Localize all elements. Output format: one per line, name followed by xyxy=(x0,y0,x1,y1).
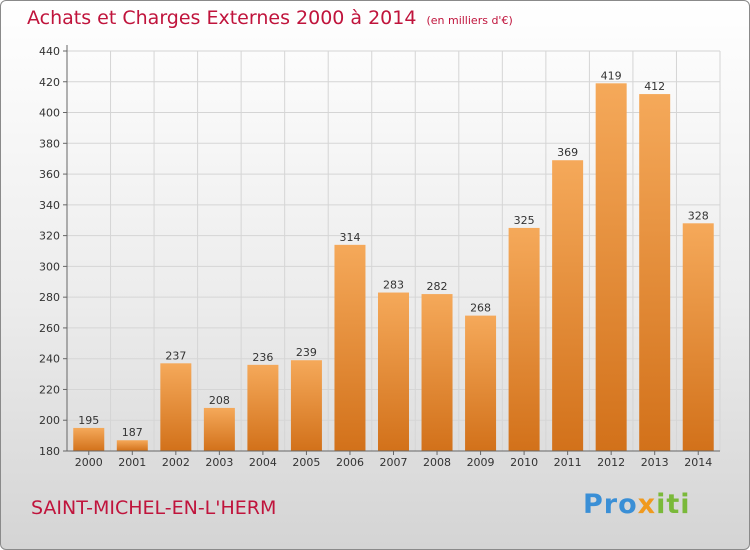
x-tick-label-2011: 2011 xyxy=(554,456,582,469)
x-tick-label-2007: 2007 xyxy=(380,456,408,469)
data-label-2009: 268 xyxy=(470,302,491,315)
bar-2007 xyxy=(378,292,409,451)
bar-2009 xyxy=(465,315,497,451)
x-tick-label-2008: 2008 xyxy=(423,456,451,469)
bar-2001 xyxy=(116,440,148,451)
labels: 195 2000 187 2001 237 2002 208 2003 236 2004 239 20… xyxy=(75,69,712,469)
y-tick-label: 280 xyxy=(39,291,60,304)
x-tick-label-2005: 2005 xyxy=(292,456,320,469)
data-label-2011: 369 xyxy=(557,146,578,159)
bar-2011 xyxy=(552,160,584,451)
y-tick-label: 180 xyxy=(39,445,60,458)
x-tick-label-2006: 2006 xyxy=(336,456,364,469)
x-tick-label-2014: 2014 xyxy=(684,456,712,469)
bar-2008 xyxy=(421,294,453,451)
x-tick-label-2004: 2004 xyxy=(249,456,277,469)
location-name: SAINT-MICHEL-EN-L'HERM xyxy=(31,497,277,519)
bar-2003 xyxy=(203,407,235,451)
y-tick-label: 380 xyxy=(39,137,60,150)
bar-2012 xyxy=(595,83,627,452)
bar-chart: 180 200 220 240 260 280 300 320 340 360 380 400 420 4… xyxy=(39,45,721,469)
data-label-2006: 314 xyxy=(339,231,360,244)
chart-title-main: Achats et Charges Externes 2000 à 2014 xyxy=(27,7,417,29)
y-tick-label: 300 xyxy=(39,260,60,273)
data-label-2003: 208 xyxy=(209,394,230,407)
x-tick-label-2009: 2009 xyxy=(467,456,495,469)
data-label-2004: 236 xyxy=(252,351,273,364)
x-tick-label-2001: 2001 xyxy=(118,456,146,469)
y-tick-label: 200 xyxy=(39,414,60,427)
data-label-2013: 412 xyxy=(644,80,665,93)
y-tick-label: 400 xyxy=(39,107,60,120)
data-label-2007: 283 xyxy=(383,279,404,292)
data-label-2000: 195 xyxy=(78,414,99,427)
proxiti-logo: Proxiti xyxy=(583,489,691,520)
bar-2006 xyxy=(334,244,366,451)
bar-2002 xyxy=(160,363,192,451)
bar-2013 xyxy=(639,94,671,452)
bar-2010 xyxy=(508,227,540,451)
y-tick-label: 240 xyxy=(39,353,60,366)
bar-2014 xyxy=(682,223,714,451)
chart-subtitle: (en milliers d'€) xyxy=(426,14,513,27)
data-label-2001: 187 xyxy=(122,426,143,439)
y-tick-label: 260 xyxy=(39,322,60,335)
y-tick-label: 360 xyxy=(39,168,60,181)
bar-2005 xyxy=(290,360,322,451)
data-label-2002: 237 xyxy=(165,349,186,362)
x-tick-label-2003: 2003 xyxy=(205,456,233,469)
axes: 180 200 220 240 260 280 300 320 340 360 380 400 420 4… xyxy=(39,45,720,458)
y-tick-label: 320 xyxy=(39,230,60,243)
x-tick-label-2010: 2010 xyxy=(510,456,538,469)
data-label-2012: 419 xyxy=(601,69,622,82)
x-tick-label-2013: 2013 xyxy=(641,456,669,469)
data-label-2005: 239 xyxy=(296,346,317,359)
bar-2000 xyxy=(73,427,105,451)
logo-part-1: Pro xyxy=(583,489,638,520)
data-label-2014: 328 xyxy=(688,209,709,222)
logo-part-2: x xyxy=(637,489,657,520)
bar-2004 xyxy=(247,364,279,451)
y-tick-label: 220 xyxy=(39,383,60,396)
data-label-2008: 282 xyxy=(427,280,448,293)
chart-title: Achats et Charges Externes 2000 à 2014 (e… xyxy=(27,7,513,29)
data-label-2010: 325 xyxy=(514,214,535,227)
x-tick-label-2012: 2012 xyxy=(597,456,625,469)
x-tick-label-2000: 2000 xyxy=(75,456,103,469)
y-tick-label: 340 xyxy=(39,199,60,212)
x-tick-label-2002: 2002 xyxy=(162,456,190,469)
y-tick-label: 440 xyxy=(39,45,60,58)
logo-part-3: iti xyxy=(656,489,691,520)
bars xyxy=(73,83,714,452)
y-tick-label: 420 xyxy=(39,76,60,89)
